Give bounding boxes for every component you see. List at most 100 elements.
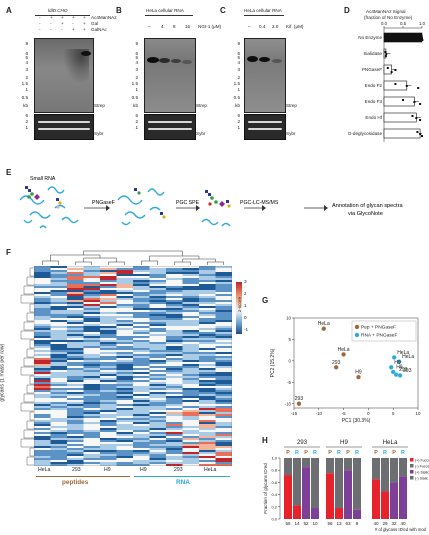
heat-cell [149, 374, 167, 377]
heat-cell [133, 304, 150, 307]
heat-cell [166, 400, 183, 403]
heat-cell [182, 434, 200, 437]
bar-count-label: 52 [303, 521, 309, 526]
heat-cell [34, 406, 51, 409]
heat-cell [116, 300, 134, 303]
heat-cell [83, 404, 101, 407]
heat-cell [67, 434, 84, 437]
heat-cell [133, 330, 150, 333]
heat-cell [67, 328, 84, 331]
heat-cell [182, 440, 200, 443]
condition-sign: - [72, 21, 74, 26]
heat-cell [34, 328, 51, 331]
heat-cell [67, 352, 84, 355]
heat-cell [100, 418, 117, 421]
heat-cell [215, 406, 232, 409]
heat-cell [215, 398, 232, 401]
heat-cell [34, 322, 51, 325]
heat-cell [67, 382, 84, 385]
heat-cell [50, 334, 68, 337]
heat-cell [50, 440, 68, 443]
heat-cell [166, 290, 183, 293]
x-tick-label: 0.0 [381, 21, 388, 26]
panel-f-ylabel: glycans (1 mass per row) [0, 343, 6, 402]
heat-cell [116, 460, 134, 463]
heat-cell [215, 326, 232, 329]
heat-cell [67, 294, 84, 297]
heat-cell [166, 464, 183, 466]
heat-cell [166, 326, 183, 329]
heat-cell [182, 376, 200, 379]
heat-cell [83, 340, 101, 343]
heat-cell [34, 460, 51, 463]
heat-cell [133, 422, 150, 425]
conc-value: – [148, 24, 151, 29]
heat-cell [149, 334, 167, 337]
kb-tick: 3 [25, 67, 28, 72]
heat-cell [182, 432, 200, 435]
heat-cell [67, 402, 84, 405]
heat-cell [182, 406, 200, 409]
heat-cell [149, 294, 167, 297]
heat-cell [34, 420, 51, 423]
heat-cell [166, 434, 183, 437]
heat-cell [34, 462, 51, 465]
heat-cell [116, 410, 134, 413]
point-label: HeLa [397, 350, 409, 356]
heat-cell [215, 346, 232, 349]
heat-cell [116, 394, 134, 397]
heat-cell [149, 342, 167, 345]
heat-cell [149, 386, 167, 389]
heat-cell [149, 288, 167, 291]
heat-cell [133, 348, 150, 351]
heat-cell [199, 324, 216, 327]
bar-segment-negative [311, 458, 319, 509]
condition-sign: + [83, 15, 86, 20]
panel-d-title-2: (fraction of No Enzyme) [364, 15, 413, 20]
heat-cell [34, 346, 51, 349]
bar-segment-negative [381, 458, 389, 492]
heat-cell [166, 438, 183, 441]
heat-cell [182, 456, 200, 459]
heat-cell [149, 382, 167, 385]
heat-cell [182, 348, 200, 351]
heat-cell [149, 328, 167, 331]
heat-cell [182, 296, 200, 299]
heat-cell [116, 272, 134, 275]
heat-cell [100, 424, 117, 427]
heat-cell [182, 306, 200, 309]
heat-cell [215, 308, 232, 311]
heat-cell [215, 322, 232, 325]
heat-cell [166, 410, 183, 413]
bar-segment-positive [284, 475, 292, 519]
heat-cell [215, 302, 232, 305]
heat-cell [149, 270, 167, 273]
heat-cell [116, 270, 134, 273]
heat-cell [215, 434, 232, 437]
heat-cell [83, 314, 101, 317]
heat-cell [83, 356, 101, 359]
heat-cell [100, 452, 117, 455]
heat-cell [133, 366, 150, 369]
kb-tick: 0.5 [131, 95, 138, 100]
heat-cell [116, 268, 134, 271]
panel-d-letter: D [344, 6, 350, 15]
heat-cell [149, 448, 167, 451]
heat-cell [166, 358, 183, 361]
heat-cell [149, 306, 167, 309]
cond-label: Gal [91, 21, 99, 26]
heat-cell [50, 356, 68, 359]
heat-cell [182, 352, 200, 355]
heat-cell [149, 436, 167, 439]
heat-cell [182, 408, 200, 411]
heat-cell [67, 324, 84, 327]
heat-cell [34, 304, 51, 307]
legend-label: Pep + PNGaseF [361, 325, 396, 331]
heat-cell [133, 436, 150, 439]
heat-cell [166, 310, 183, 313]
heat-cell [199, 318, 216, 321]
dendrogram-branch [23, 285, 34, 295]
heat-cell [182, 444, 200, 447]
heat-cell [116, 282, 134, 285]
heat-cell [215, 390, 232, 393]
